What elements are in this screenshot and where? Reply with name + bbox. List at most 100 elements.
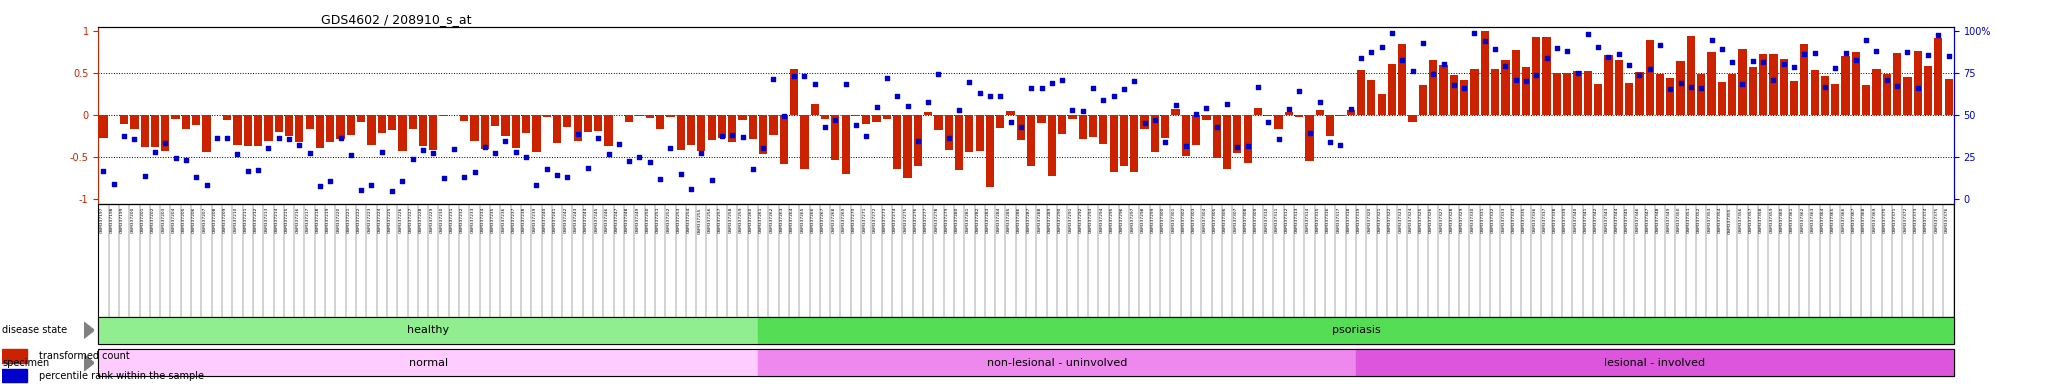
Point xyxy=(354,182,387,188)
Point xyxy=(1931,53,1964,59)
Point xyxy=(211,135,244,141)
Point xyxy=(489,138,522,144)
Text: GSM337217: GSM337217 xyxy=(305,207,309,233)
Bar xyxy=(98,349,758,376)
Text: GSM337314: GSM337314 xyxy=(1305,207,1309,233)
Bar xyxy=(1356,349,1954,376)
Point xyxy=(901,138,934,144)
Point xyxy=(1849,36,1882,43)
Bar xyxy=(1409,115,1417,122)
Text: GSM337230: GSM337230 xyxy=(440,207,444,233)
Point xyxy=(1169,143,1202,149)
Bar xyxy=(913,115,922,166)
Point xyxy=(1675,84,1708,90)
Text: GSM337245: GSM337245 xyxy=(594,207,598,233)
Text: GSM337252: GSM337252 xyxy=(666,207,670,233)
Bar xyxy=(1325,115,1333,136)
Bar xyxy=(852,115,860,116)
Point xyxy=(1561,70,1593,76)
Point xyxy=(385,178,418,184)
Bar xyxy=(1419,85,1427,115)
Bar xyxy=(1450,74,1458,115)
Bar xyxy=(1243,115,1251,162)
Point xyxy=(1272,106,1305,113)
Text: GSM337262: GSM337262 xyxy=(770,207,774,233)
Point xyxy=(1921,31,1954,38)
Bar xyxy=(1759,54,1767,115)
Point xyxy=(602,141,635,147)
Point xyxy=(1726,81,1759,87)
Point xyxy=(397,156,430,162)
Text: GSM337213: GSM337213 xyxy=(264,207,268,233)
Point xyxy=(1612,62,1645,68)
Bar xyxy=(233,115,242,145)
Bar xyxy=(1708,52,1716,115)
Text: GSM337279: GSM337279 xyxy=(944,207,948,233)
Point xyxy=(758,76,791,82)
Text: GSM337318: GSM337318 xyxy=(1348,207,1352,233)
Text: GSM337357: GSM337357 xyxy=(1749,207,1753,233)
Point xyxy=(418,149,451,156)
Bar xyxy=(1059,115,1067,134)
Polygon shape xyxy=(84,355,94,371)
Text: GSM337334: GSM337334 xyxy=(1511,207,1516,233)
Point xyxy=(1706,45,1739,51)
Bar xyxy=(604,115,612,146)
Text: GSM337335: GSM337335 xyxy=(1522,207,1526,233)
Point xyxy=(1716,59,1749,65)
Point xyxy=(449,174,481,180)
Text: GSM337214: GSM337214 xyxy=(274,207,279,233)
Bar xyxy=(707,115,715,140)
Bar xyxy=(594,115,602,131)
Text: GSM337205: GSM337205 xyxy=(182,207,186,233)
Text: GSM337231: GSM337231 xyxy=(451,207,455,233)
Bar xyxy=(367,115,375,145)
Point xyxy=(324,135,356,141)
Text: GDS4602 / 208910_s_at: GDS4602 / 208910_s_at xyxy=(322,13,471,26)
Bar xyxy=(791,69,799,115)
Bar xyxy=(1841,56,1849,115)
Text: GSM337364: GSM337364 xyxy=(1821,207,1825,233)
Point xyxy=(1026,84,1059,91)
Text: GSM337244: GSM337244 xyxy=(584,207,588,233)
Bar xyxy=(1851,51,1860,115)
Point xyxy=(922,71,954,77)
Bar xyxy=(1481,31,1489,115)
Bar xyxy=(584,115,592,132)
Text: GSM337287: GSM337287 xyxy=(1028,207,1032,233)
Bar xyxy=(760,115,768,154)
Text: GSM337251: GSM337251 xyxy=(655,207,659,233)
Bar xyxy=(420,115,428,146)
Text: GSM337280: GSM337280 xyxy=(954,207,958,233)
Bar xyxy=(1790,81,1798,115)
Bar xyxy=(862,115,870,124)
Text: GSM337358: GSM337358 xyxy=(1759,207,1763,233)
Point xyxy=(272,136,305,142)
Point xyxy=(510,154,543,161)
Point xyxy=(1067,108,1100,114)
Point xyxy=(1798,50,1831,56)
Text: GSM337353: GSM337353 xyxy=(1708,207,1712,233)
Bar xyxy=(954,115,963,169)
Bar xyxy=(203,115,211,152)
Point xyxy=(262,135,295,141)
Bar xyxy=(1038,115,1047,123)
Text: GSM337326: GSM337326 xyxy=(1430,207,1434,233)
Bar xyxy=(1161,115,1169,138)
Bar xyxy=(1171,109,1180,115)
Point xyxy=(1417,71,1450,77)
Text: GSM337247: GSM337247 xyxy=(614,207,618,233)
Bar xyxy=(1501,60,1509,115)
Bar xyxy=(336,115,344,139)
Text: GSM337317: GSM337317 xyxy=(1337,207,1341,233)
Point xyxy=(459,169,492,175)
Text: GSM337374: GSM337374 xyxy=(1923,207,1927,233)
Text: GSM337240: GSM337240 xyxy=(543,207,547,233)
Bar xyxy=(625,115,633,122)
Text: GSM337292: GSM337292 xyxy=(1079,207,1083,233)
Point xyxy=(1210,101,1243,107)
Bar xyxy=(645,115,653,118)
Bar xyxy=(1294,115,1303,117)
Bar xyxy=(1079,115,1087,139)
Bar xyxy=(770,115,778,135)
